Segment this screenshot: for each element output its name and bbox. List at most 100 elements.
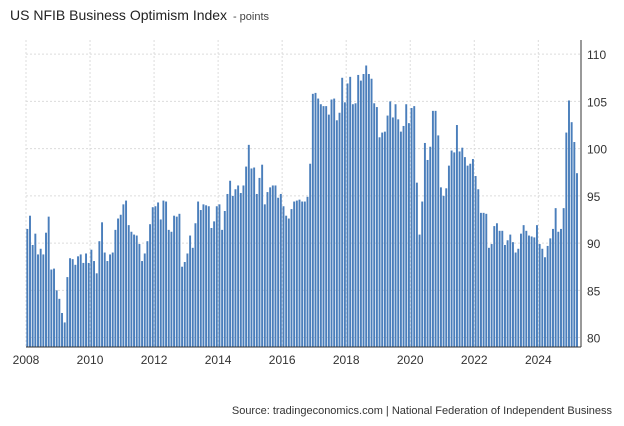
- bar: [423, 142, 426, 347]
- bar: [61, 312, 63, 347]
- bar: [146, 241, 149, 347]
- bar: [127, 225, 130, 347]
- bar: [26, 228, 29, 347]
- y-tick-label: 80: [587, 332, 601, 346]
- bar: [394, 104, 397, 347]
- bar: [114, 229, 117, 347]
- bar: [458, 151, 461, 347]
- bar: [482, 212, 485, 347]
- bar: [373, 103, 376, 347]
- x-tick-label: 2014: [205, 353, 232, 367]
- bar: [111, 252, 114, 347]
- bar: [98, 241, 101, 347]
- bar: [143, 253, 146, 347]
- bar: [309, 163, 312, 347]
- bar: [87, 262, 90, 347]
- bar: [552, 228, 554, 347]
- bar: [138, 244, 141, 347]
- bar: [322, 106, 325, 348]
- bar: [514, 252, 517, 347]
- bar: [330, 99, 333, 347]
- bar: [181, 266, 184, 347]
- bar: [477, 189, 480, 347]
- bar: [346, 83, 349, 347]
- bar: [370, 78, 373, 347]
- bar: [157, 202, 160, 347]
- bar: [479, 212, 482, 347]
- title-text: US NFIB Business Optimism Index: [10, 7, 228, 23]
- bar: [266, 192, 269, 347]
- bar: [109, 254, 112, 347]
- bar: [439, 187, 442, 347]
- bar: [197, 201, 200, 347]
- bar: [413, 106, 416, 348]
- bar: [82, 262, 85, 347]
- bar: [287, 218, 290, 347]
- bar: [90, 249, 93, 347]
- bar: [255, 193, 258, 347]
- bar: [498, 230, 501, 347]
- bar: [58, 298, 61, 347]
- bar: [303, 201, 306, 347]
- bar: [119, 214, 122, 347]
- bar: [314, 92, 317, 348]
- bar: [474, 176, 477, 347]
- x-tick-label: 2020: [397, 353, 424, 367]
- bar: [381, 132, 384, 347]
- bar: [202, 204, 205, 347]
- bar: [520, 233, 522, 347]
- bar: [429, 146, 432, 347]
- bar: [565, 132, 568, 347]
- bar: [399, 131, 402, 347]
- bar: [159, 219, 162, 347]
- bar: [79, 254, 82, 347]
- bar: [471, 159, 474, 347]
- bar: [95, 273, 98, 347]
- x-tick-label: 2010: [77, 353, 104, 367]
- bar: [512, 242, 514, 347]
- bar: [77, 256, 79, 347]
- bar: [351, 104, 354, 347]
- bar: [533, 237, 536, 347]
- bar: [285, 215, 288, 347]
- axes: 80 85 90 95 100 105 110 2008 2010 2012 2014 2016 201…: [13, 40, 607, 367]
- bar: [407, 123, 410, 347]
- bar: [279, 193, 282, 347]
- bar: [234, 189, 237, 347]
- bar: [341, 77, 344, 347]
- bar: [402, 125, 405, 348]
- bar: [461, 147, 464, 347]
- bar: [349, 76, 352, 347]
- bar: [383, 131, 386, 347]
- bar: [149, 224, 152, 347]
- y-tick-label: 110: [587, 48, 606, 62]
- bar: [261, 164, 264, 347]
- bar: [162, 200, 165, 347]
- bar: [525, 230, 528, 347]
- bar: [311, 93, 314, 347]
- bar: [165, 201, 168, 347]
- bar: [517, 248, 520, 347]
- bar: [247, 144, 250, 347]
- bar: [298, 199, 301, 347]
- bar: [245, 166, 248, 347]
- bar-chart: 80 85 90 95 100 105 110 2008 2010 2012 2014 2016 201…: [13, 40, 607, 367]
- bar: [442, 195, 445, 347]
- bar: [221, 229, 224, 347]
- bar: [485, 213, 488, 347]
- bar: [63, 322, 66, 347]
- bar: [431, 110, 434, 347]
- bar: [506, 240, 509, 347]
- bar: [357, 74, 360, 347]
- bar: [274, 185, 277, 347]
- bar: [509, 234, 512, 347]
- y-tick-label: 95: [587, 190, 601, 204]
- bar: [389, 101, 392, 348]
- bar: [170, 231, 173, 347]
- bar: [570, 122, 573, 348]
- bar: [426, 159, 429, 347]
- x-tick-label: 2022: [461, 353, 488, 367]
- bar: [130, 231, 133, 347]
- bar: [186, 253, 189, 347]
- source-note: Source: tradingeconomics.com | National …: [231, 405, 612, 417]
